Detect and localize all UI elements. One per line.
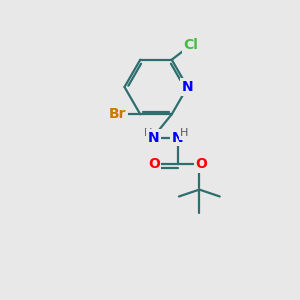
Text: N: N [182,80,193,94]
Text: N: N [147,131,159,145]
Text: Br: Br [108,107,126,121]
Text: O: O [148,157,160,171]
Text: Cl: Cl [183,38,198,52]
Text: H: H [144,128,152,139]
Text: H: H [180,128,188,139]
Text: N: N [172,131,184,145]
Text: O: O [195,157,207,171]
